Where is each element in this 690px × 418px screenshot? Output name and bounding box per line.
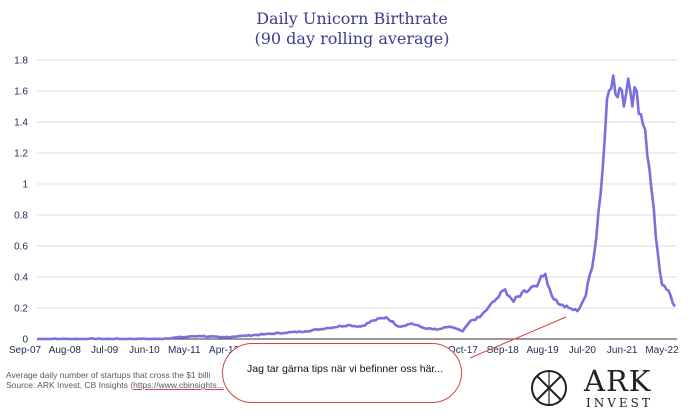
callout-text: Jag tar gärna tips när vi befinner oss h… xyxy=(247,363,444,375)
x-tick-label: Aug-08 xyxy=(49,345,82,356)
x-tick-label: May-11 xyxy=(168,345,201,356)
y-tick-label: 0.6 xyxy=(14,242,28,253)
chart-title: Daily Unicorn Birthrate xyxy=(256,9,448,28)
series-line xyxy=(37,74,676,341)
ark-invest-logo: ARK INVEST xyxy=(528,366,678,410)
x-tick-label: Aug-19 xyxy=(526,345,559,356)
footer-note: Average daily number of startups that cr… xyxy=(6,370,211,380)
x-tick-label: May-22 xyxy=(645,345,679,356)
x-tick-label: Jun-10 xyxy=(129,345,160,356)
logo-subword: INVEST xyxy=(586,396,653,410)
y-tick-label: 0 xyxy=(22,335,28,346)
ark-logo-mark-icon xyxy=(531,370,567,406)
y-tick-label: 0.2 xyxy=(14,304,28,315)
x-tick-label: Jul-09 xyxy=(91,345,119,356)
x-tick-label: Sep-18 xyxy=(487,345,520,356)
y-tick-label: 1.4 xyxy=(14,118,28,129)
x-tick-label: Apr-12 xyxy=(209,345,239,356)
chart-subtitle: (90 day rolling average) xyxy=(254,29,449,48)
y-tick-label: 0.8 xyxy=(14,211,28,222)
logo-word: ARK xyxy=(584,364,652,398)
x-tick-label: Jun-21 xyxy=(607,345,638,356)
source-prefix: Source: ARK Invest, CB Insights ( xyxy=(6,380,134,390)
y-tick-label: 0.4 xyxy=(14,273,28,284)
callout-pointer xyxy=(469,316,567,359)
source-link[interactable]: https://www.cbinsights... xyxy=(133,380,224,390)
x-tick-label: Oct-17 xyxy=(448,345,478,356)
callout-bubble: Jag tar gärna tips när vi befinner oss h… xyxy=(222,343,462,403)
y-tick-label: 1.2 xyxy=(14,149,28,160)
y-tick-label: 1.6 xyxy=(14,87,28,98)
y-tick-label: 1.8 xyxy=(14,56,28,67)
y-axis-ticks: 0 0.2 0.4 0.6 0.8 1 1.2 1.4 1.6 1.8 xyxy=(14,56,28,346)
footer-source: Source: ARK Invest, CB Insights (https:/… xyxy=(6,380,224,390)
x-tick-label: Sep-07 xyxy=(9,345,42,356)
x-tick-label: Jul-20 xyxy=(569,345,597,356)
y-tick-label: 1 xyxy=(22,180,28,191)
grid-lines xyxy=(37,59,677,340)
